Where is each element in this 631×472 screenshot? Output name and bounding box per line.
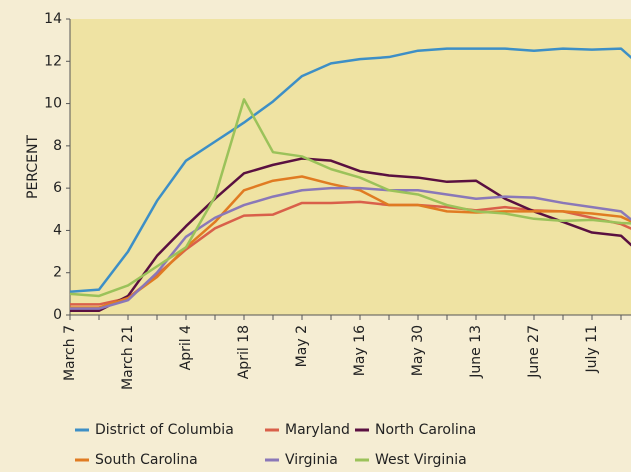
y-tick-label: 8 bbox=[53, 138, 62, 154]
legend-label: South Carolina bbox=[95, 452, 198, 468]
y-tick-label: 6 bbox=[53, 180, 62, 196]
x-tick-label: May 16 bbox=[352, 325, 368, 376]
legend-label: District of Columbia bbox=[95, 422, 234, 438]
series-line bbox=[70, 175, 631, 309]
x-tick-label: April 4 bbox=[178, 325, 194, 370]
y-tick-label: 10 bbox=[44, 96, 62, 112]
x-tick-label: May 30 bbox=[410, 325, 426, 376]
y-tick-label: 0 bbox=[53, 307, 62, 323]
series-line bbox=[69, 98, 631, 298]
x-tick-label: June 27 bbox=[526, 325, 542, 379]
x-tick-label: March 7 bbox=[62, 325, 78, 381]
x-tick-label: April 18 bbox=[236, 325, 252, 379]
y-tick-label: 14 bbox=[44, 11, 62, 27]
y-tick-label: 12 bbox=[44, 53, 62, 69]
y-tick-label: 2 bbox=[53, 265, 62, 281]
legend-label: North Carolina bbox=[375, 422, 476, 438]
legend-label: Virginia bbox=[285, 452, 338, 468]
x-tick-label: March 21 bbox=[120, 325, 136, 390]
y-tick-label: 4 bbox=[53, 222, 62, 238]
legend-label: West Virginia bbox=[375, 452, 467, 468]
x-tick-label: May 2 bbox=[294, 325, 310, 367]
x-tick-label: June 13 bbox=[468, 325, 484, 379]
y-axis-label: PERCENT bbox=[25, 135, 41, 199]
series-line bbox=[69, 47, 631, 293]
legend-label: Maryland bbox=[285, 422, 350, 438]
x-tick-label: July 11 bbox=[584, 325, 600, 373]
series-line bbox=[70, 157, 631, 313]
